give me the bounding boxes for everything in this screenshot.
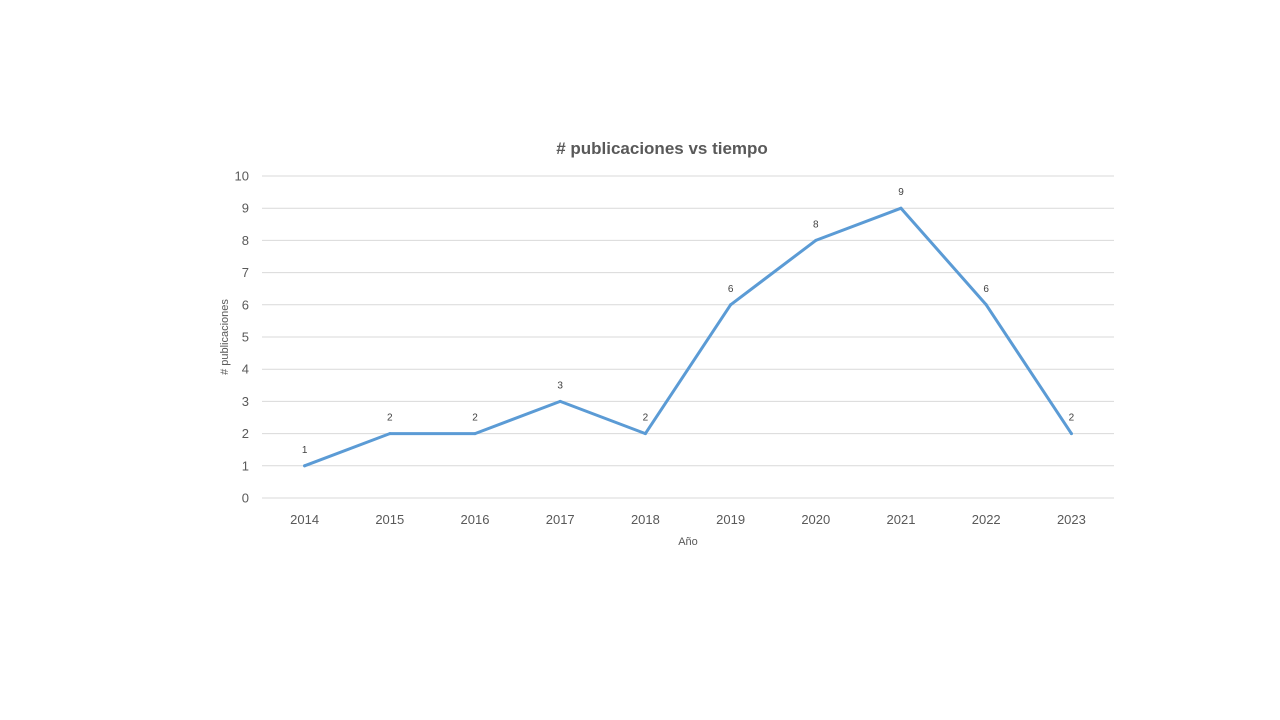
x-tick-label: 2020 bbox=[801, 512, 830, 527]
data-point bbox=[1069, 432, 1073, 436]
chart-title: # publicaciones vs tiempo bbox=[556, 139, 768, 158]
y-tick-label: 7 bbox=[242, 265, 249, 280]
data-label: 1 bbox=[302, 445, 308, 456]
data-label: 3 bbox=[557, 380, 563, 391]
y-tick-label: 8 bbox=[242, 233, 249, 248]
data-point bbox=[473, 432, 477, 436]
data-point bbox=[558, 399, 562, 403]
series-line bbox=[303, 206, 1073, 468]
data-label: 9 bbox=[898, 187, 904, 198]
x-tick-label: 2017 bbox=[546, 512, 575, 527]
y-tick-label: 9 bbox=[242, 201, 249, 216]
y-tick-label: 1 bbox=[242, 458, 249, 473]
x-tick-label: 2015 bbox=[375, 512, 404, 527]
y-tick-label: 6 bbox=[242, 297, 249, 312]
y-tick-label: 3 bbox=[242, 394, 249, 409]
data-label: 6 bbox=[728, 284, 734, 295]
y-axis-title: # publicaciones bbox=[219, 299, 231, 375]
data-point bbox=[814, 238, 818, 242]
y-tick-label: 10 bbox=[235, 169, 249, 184]
data-point bbox=[388, 432, 392, 436]
data-point bbox=[643, 432, 647, 436]
x-tick-label: 2021 bbox=[887, 512, 916, 527]
data-label: 2 bbox=[1069, 413, 1075, 424]
x-tick-label: 2022 bbox=[972, 512, 1001, 527]
data-point bbox=[303, 464, 307, 468]
x-tick-label: 2023 bbox=[1057, 512, 1086, 527]
y-tick-label: 2 bbox=[242, 426, 249, 441]
x-tick-label: 2016 bbox=[461, 512, 490, 527]
data-point bbox=[984, 303, 988, 307]
data-point bbox=[729, 303, 733, 307]
y-axis-ticks: 0 1 2 3 4 5 6 7 8 9 10 bbox=[235, 169, 249, 506]
x-tick-label: 2019 bbox=[716, 512, 745, 527]
data-label: 6 bbox=[983, 284, 989, 295]
x-axis-ticks: 2014 2015 2016 2017 2018 2019 2020 2021 2022 2023 bbox=[290, 512, 1086, 527]
x-tick-label: 2018 bbox=[631, 512, 660, 527]
y-tick-label: 5 bbox=[242, 330, 249, 345]
data-label: 2 bbox=[387, 413, 393, 424]
x-axis-title: Año bbox=[678, 536, 698, 548]
series-layer bbox=[303, 206, 1073, 468]
y-tick-label: 4 bbox=[242, 362, 249, 377]
y-tick-label: 0 bbox=[242, 491, 249, 506]
data-labels: 1 2 2 3 2 6 8 9 6 2 bbox=[302, 187, 1075, 456]
x-tick-label: 2014 bbox=[290, 512, 319, 527]
data-label: 2 bbox=[643, 413, 649, 424]
gridlines bbox=[262, 175, 1114, 499]
data-point bbox=[899, 206, 903, 210]
data-label: 8 bbox=[813, 219, 819, 230]
data-label: 2 bbox=[472, 413, 478, 424]
